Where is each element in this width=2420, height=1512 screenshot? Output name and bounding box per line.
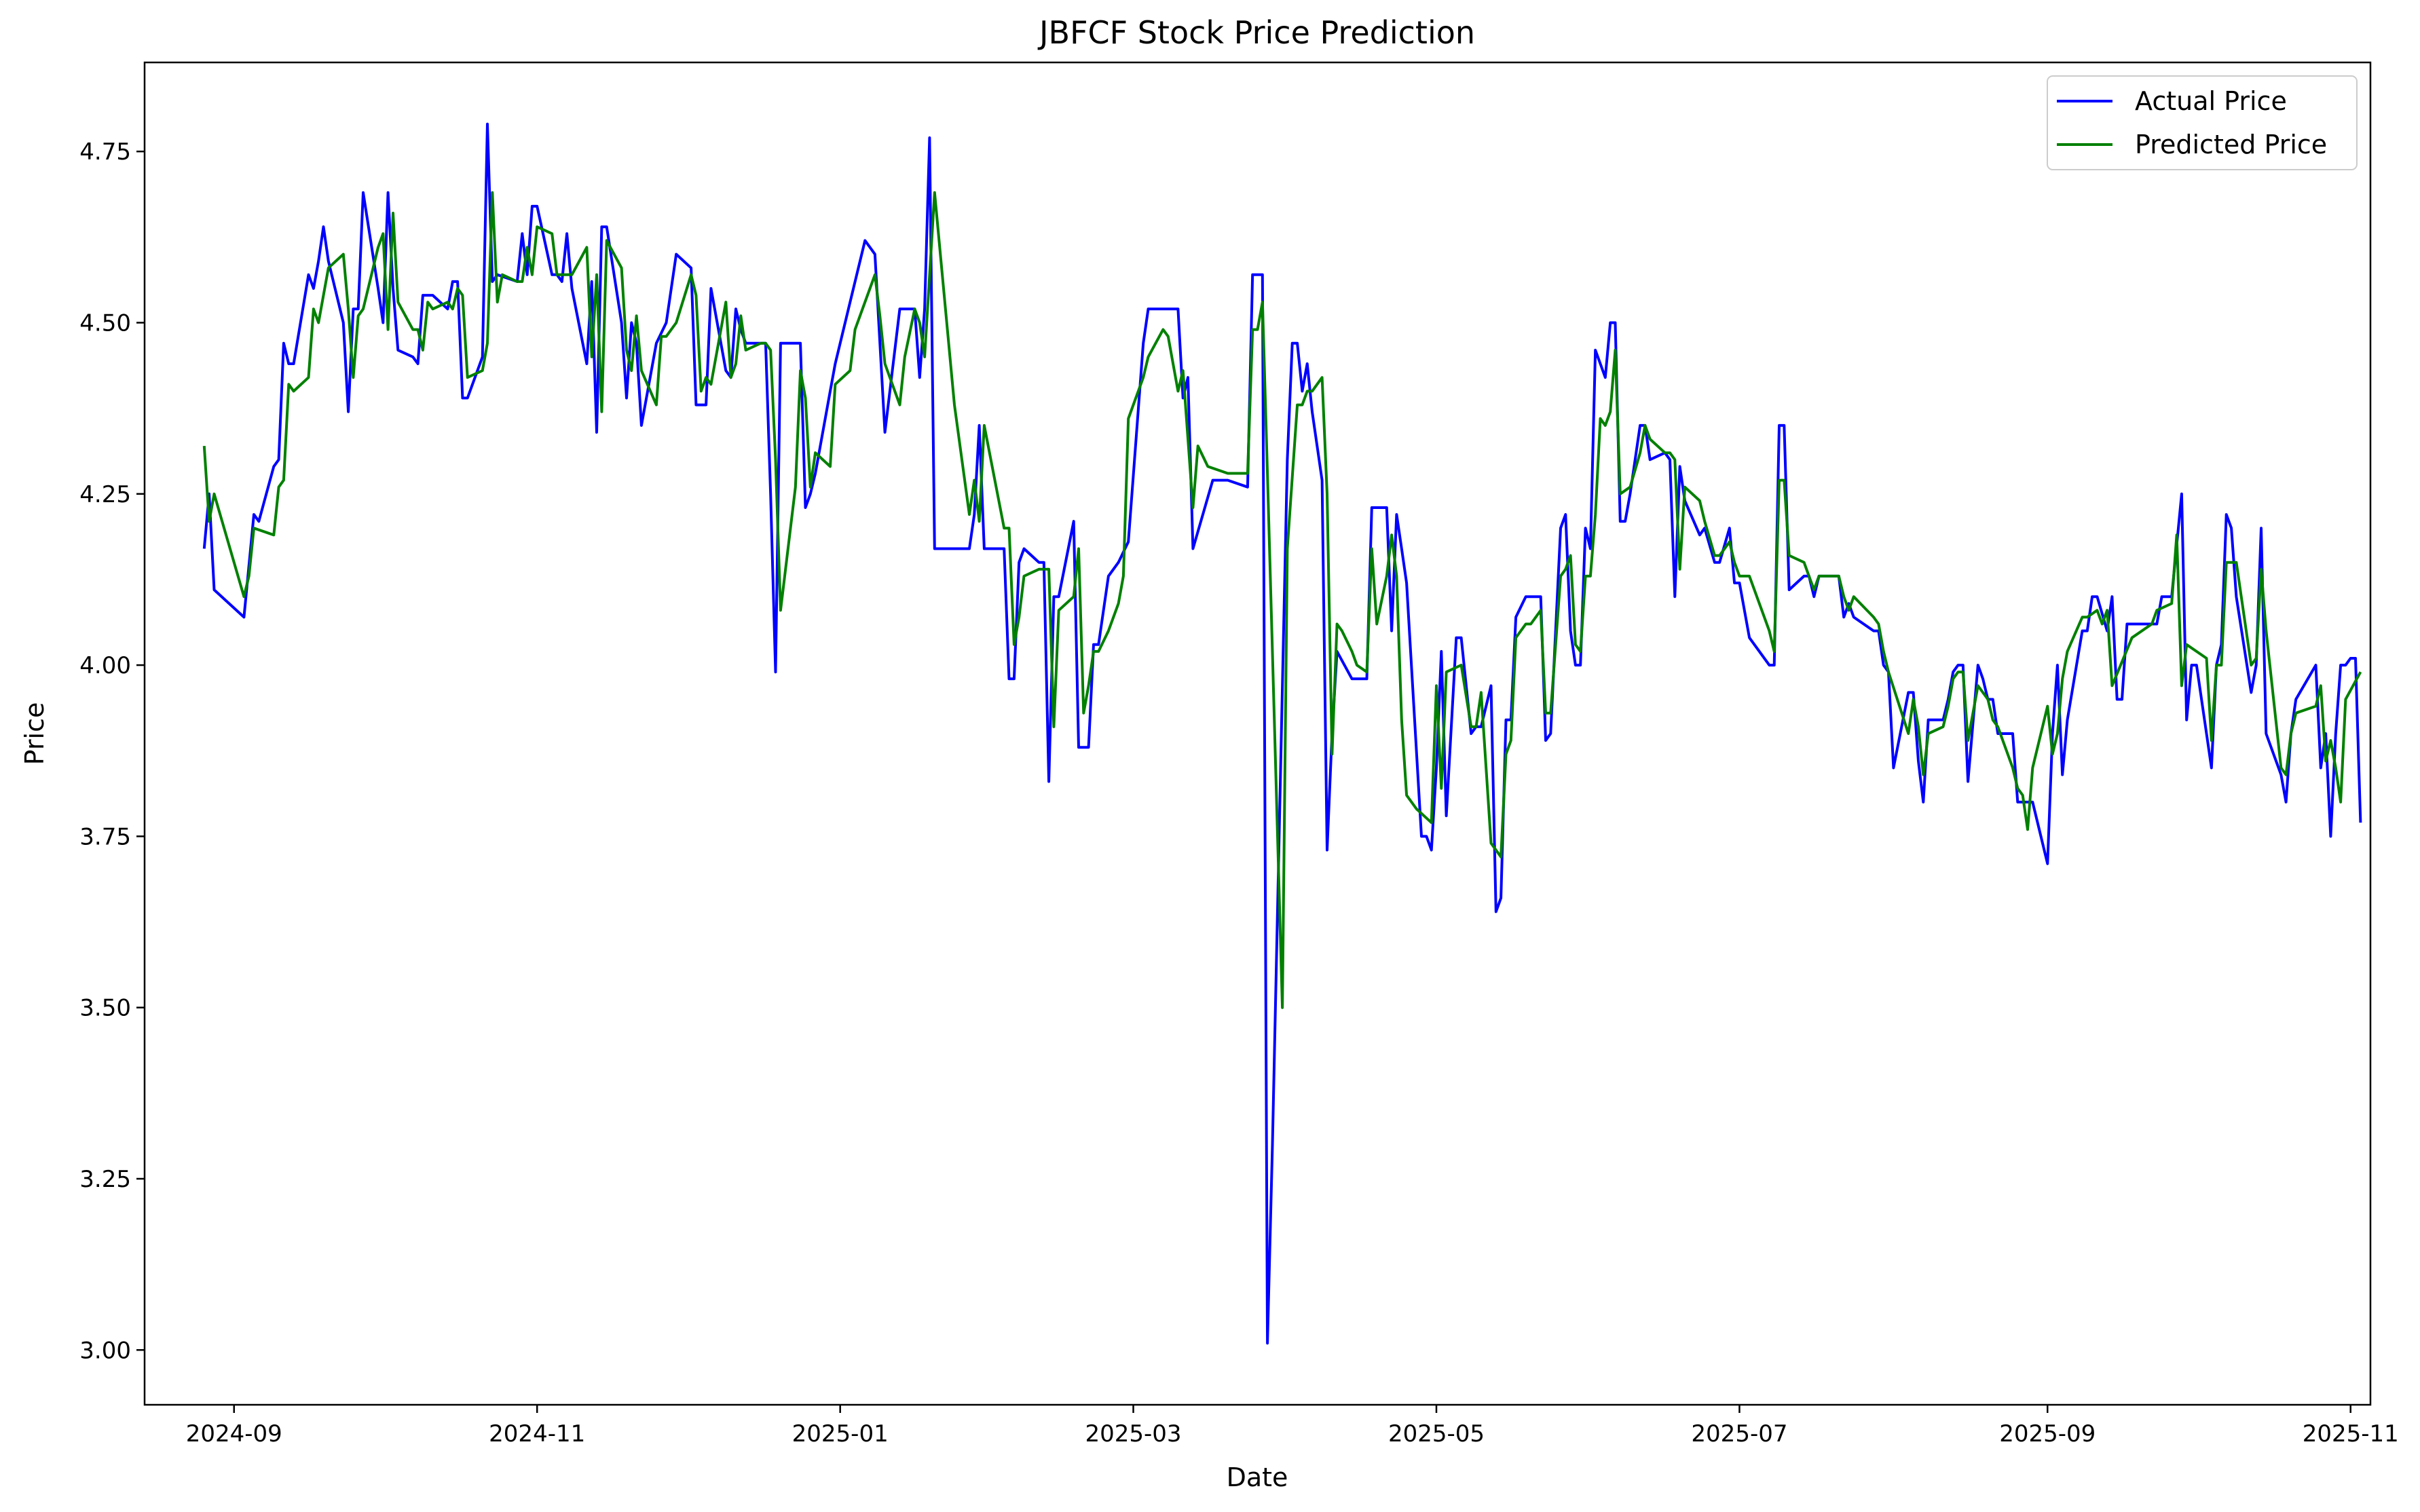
x-tick-label: 2024-09 <box>186 1420 282 1448</box>
y-axis-ticks: 3.00 3.25 3.50 3.75 4.00 4.25 4.50 4.75 <box>79 138 145 1364</box>
x-tick-label: 2025-03 <box>1085 1420 1181 1448</box>
y-tick-label: 4.75 <box>79 138 131 166</box>
legend: Actual Price Predicted Price <box>2047 75 2358 170</box>
x-axis-ticks: 2024-09 2024-11 2025-01 2025-03 2025-05 2025-… <box>186 1405 2399 1448</box>
y-tick-label: 4.00 <box>79 652 131 679</box>
x-axis-label: Date <box>1227 1462 1288 1492</box>
y-tick-label: 3.25 <box>79 1166 131 1193</box>
legend-label-actual-price: Actual Price <box>2135 86 2287 116</box>
x-tick-label: 2025-05 <box>1388 1420 1485 1448</box>
legend-box <box>2047 75 2358 170</box>
y-tick-label: 3.75 <box>79 823 131 850</box>
x-tick-label: 2025-01 <box>792 1420 889 1448</box>
x-tick-label: 2025-07 <box>1691 1420 1787 1448</box>
x-tick-label: 2025-09 <box>1999 1420 2096 1448</box>
x-tick-label: 2025-11 <box>2303 1420 2399 1448</box>
series-line-actual-price <box>202 122 2362 1345</box>
y-tick-label: 3.50 <box>79 995 131 1022</box>
series-line-predicted-price <box>202 191 2362 1009</box>
plot-frame <box>143 61 2372 1406</box>
y-tick-label: 3.00 <box>79 1337 131 1364</box>
y-tick-label: 4.25 <box>79 481 131 508</box>
legend-label-predicted-price: Predicted Price <box>2135 130 2327 159</box>
x-tick-label: 2024-11 <box>489 1420 585 1448</box>
y-tick-label: 4.50 <box>79 309 131 337</box>
y-axis-label: Price <box>20 702 50 766</box>
plot-lines <box>202 122 2362 1345</box>
chart-title: JBFCF Stock Price Prediction <box>1037 14 1475 51</box>
